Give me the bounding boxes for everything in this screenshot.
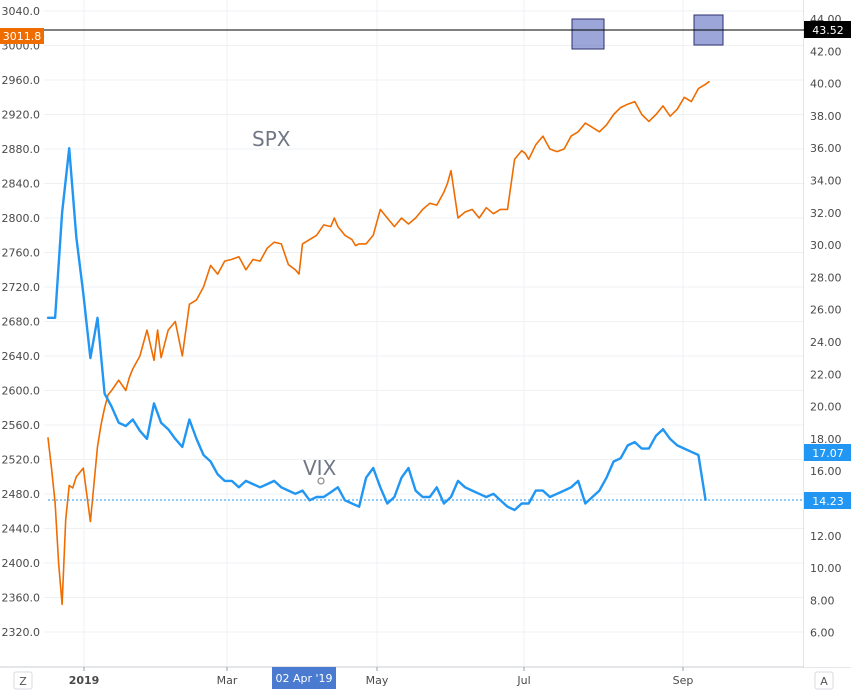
left-tick-label: 2880.0: [2, 143, 41, 156]
right-tick-label: 38.00: [810, 110, 842, 123]
right-tick-label: 26.00: [810, 304, 842, 317]
left-tick-label: 2320.0: [2, 626, 41, 639]
spx-series-line[interactable]: [47, 80, 710, 606]
left-tick-label: 2400.0: [2, 557, 41, 570]
right-tick-label: 24.00: [810, 336, 842, 349]
spx-annotation: SPX: [252, 127, 291, 151]
right-price-scale-labels: 44.0042.0040.0038.0036.0034.0032.0030.00…: [810, 13, 842, 640]
left-tick-label: 2680.0: [2, 316, 41, 329]
left-tick-label: 2800.0: [2, 212, 41, 225]
auto-scale-right-label[interactable]: A: [820, 675, 828, 688]
crosshair-price-tag: [804, 21, 851, 38]
right-tick-label: 16.00: [810, 465, 842, 478]
auto-scale-left-label[interactable]: Z: [19, 675, 27, 688]
vix-upper-price-tag: [804, 444, 851, 461]
left-tick-label: 2920.0: [2, 109, 41, 122]
annotation-anchor-dot[interactable]: [317, 477, 325, 485]
right-tick-label: 6.00: [810, 627, 835, 640]
spx-last-price-tag: [0, 28, 44, 44]
spx-last-price-text: 3011.8: [3, 30, 42, 43]
right-tick-label: 42.00: [810, 45, 842, 58]
right-tick-label: 40.00: [810, 78, 842, 91]
right-tick-label: 20.00: [810, 401, 842, 414]
right-tick-label: 22.00: [810, 368, 842, 381]
crosshair-time-text: 02 Apr '19: [275, 672, 332, 685]
left-tick-label: 2520.0: [2, 454, 41, 467]
left-tick-label: 2720.0: [2, 281, 41, 294]
left-price-scale[interactable]: 3040.03000.02960.02920.02880.02840.02800…: [2, 5, 41, 639]
time-scale[interactable]: 2019 Mar May Jul Sep: [69, 667, 694, 687]
left-tick-label: 2960.0: [2, 74, 41, 87]
right-price-scale[interactable]: [804, 0, 851, 667]
right-tick-label: 32.00: [810, 207, 842, 220]
right-tick-label: 12.00: [810, 530, 842, 543]
vix-last-price-tag: [804, 492, 851, 509]
right-tick-label: 36.00: [810, 142, 842, 155]
left-tick-label: 2440.0: [2, 523, 41, 536]
left-tick-label: 2360.0: [2, 592, 41, 605]
left-tick-label: 2560.0: [2, 419, 41, 432]
right-tick-label: 18.00: [810, 433, 842, 446]
left-tick-label: 2840.0: [2, 178, 41, 191]
vix-annotation: VIX: [303, 456, 337, 480]
right-tick-label: 34.00: [810, 175, 842, 188]
crosshair-price-text: 43.52: [812, 24, 844, 37]
left-tick-label: 3040.0: [2, 5, 41, 18]
time-tick-label: 2019: [69, 674, 100, 687]
right-tick-label: 30.00: [810, 239, 842, 252]
crosshair-time-tag: [272, 667, 336, 689]
auto-scale-left-button[interactable]: [13, 671, 33, 690]
right-tick-label: 28.00: [810, 271, 842, 284]
left-tick-label: 2600.0: [2, 385, 41, 398]
left-tick-label: 2480.0: [2, 488, 41, 501]
left-tick-label: 2640.0: [2, 350, 41, 363]
right-tick-label: 8.00: [810, 594, 835, 607]
highlight-box-1[interactable]: [571, 18, 605, 50]
time-tick-label: Jul: [516, 674, 530, 687]
right-tick-label: 10.00: [810, 562, 842, 575]
plot-area[interactable]: [46, 80, 710, 606]
time-tick-label: Sep: [673, 674, 694, 687]
left-tick-label: 2760.0: [2, 247, 41, 260]
vix-upper-price-text: 17.07: [812, 447, 844, 460]
vix-series-line[interactable]: [46, 146, 707, 512]
gridlines: [44, 0, 804, 667]
auto-scale-right-button[interactable]: [814, 671, 834, 690]
time-tick-label: Mar: [217, 674, 238, 687]
vix-last-price-text: 14.23: [812, 495, 844, 508]
time-tick-label: May: [366, 674, 389, 687]
